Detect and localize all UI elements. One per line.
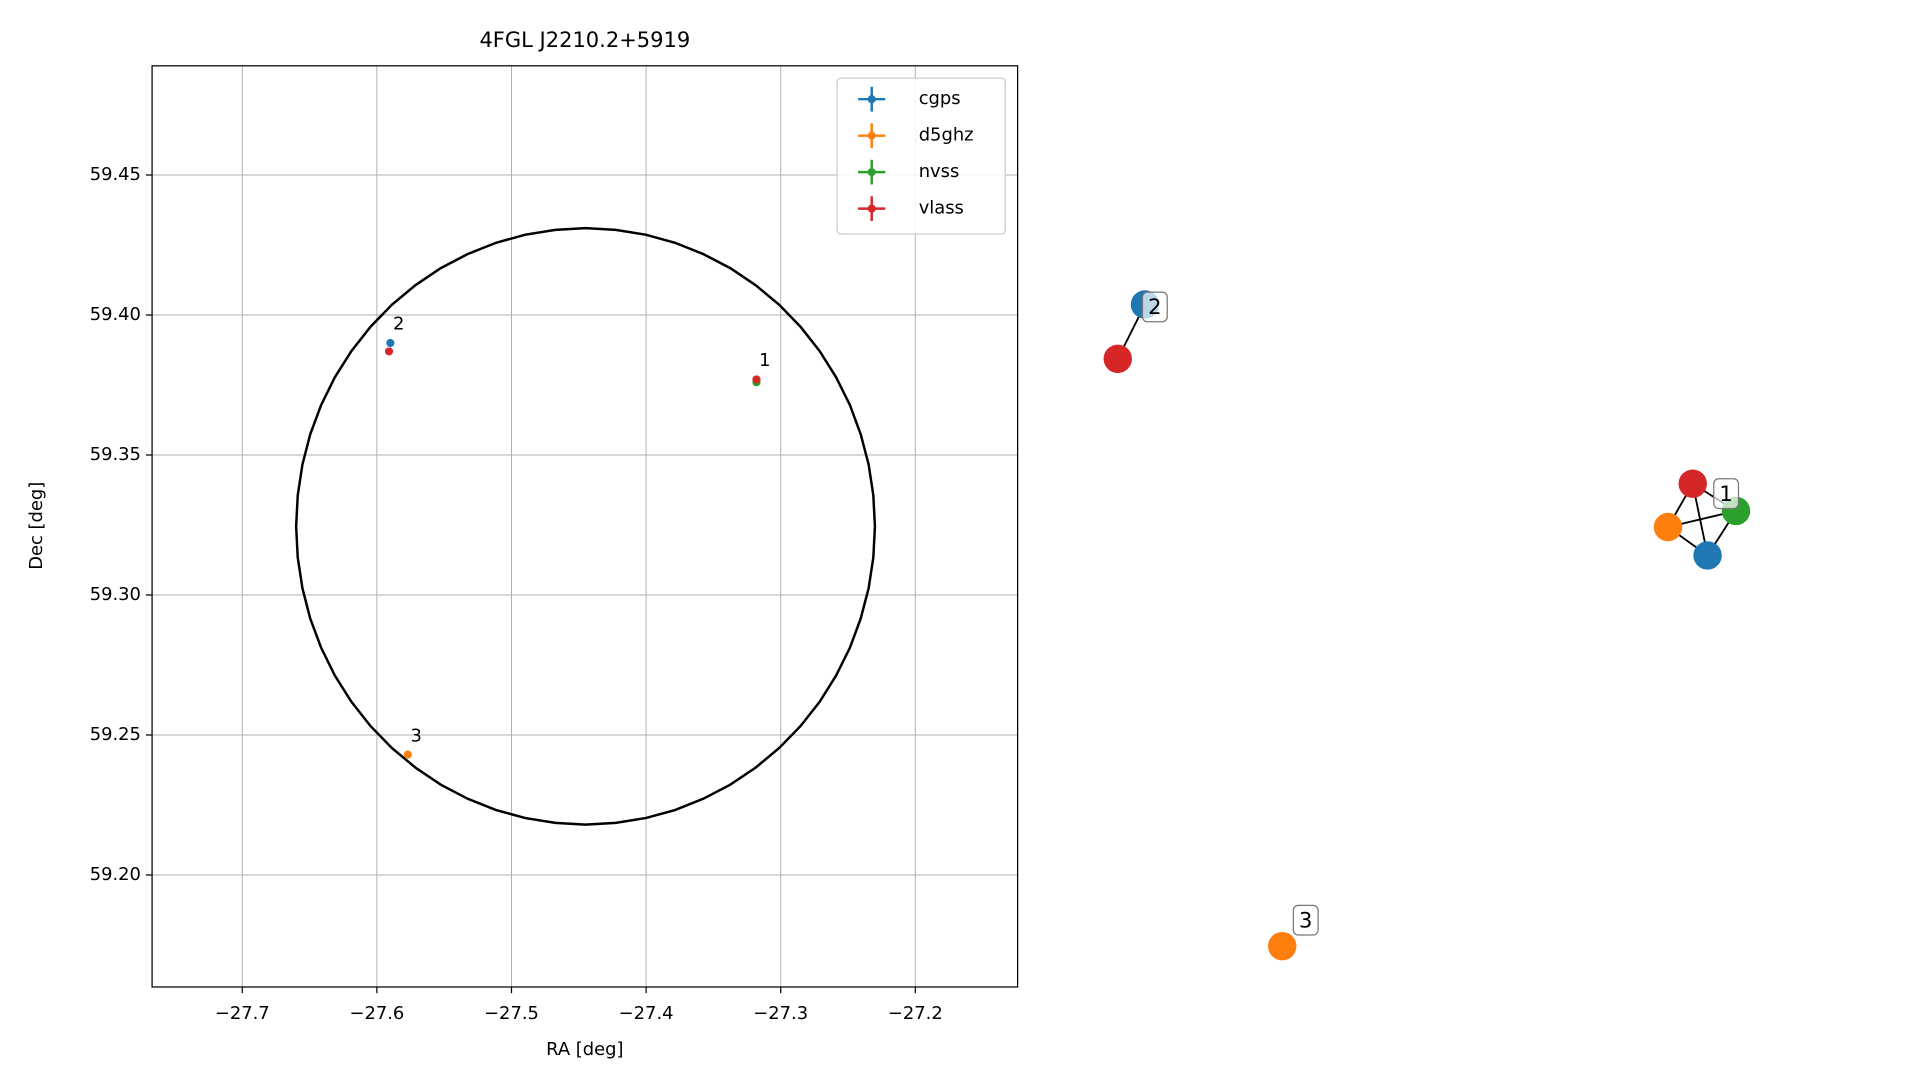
x-tick-label: −27.5 — [484, 1003, 539, 1024]
point — [384, 347, 394, 356]
legend-marker — [867, 95, 876, 104]
error-ellipse — [294, 226, 877, 826]
annotation: 2 — [393, 314, 404, 335]
annotation: 3 — [411, 725, 422, 746]
x-axis-label: RA [deg] — [546, 1039, 623, 1060]
node-label: 3 — [1299, 907, 1312, 932]
y-tick-label: 59.20 — [90, 864, 141, 885]
point — [386, 338, 395, 348]
y-tick-label: 59.30 — [90, 584, 141, 605]
node-label: 2 — [1148, 294, 1161, 319]
legend-label: vlass — [919, 198, 964, 219]
graph-node — [1267, 931, 1297, 961]
x-tick-label: −27.6 — [349, 1003, 404, 1024]
legend-marker — [867, 204, 876, 213]
legend-box — [836, 77, 1006, 235]
graph-node — [1653, 512, 1683, 542]
legend-label: nvss — [919, 161, 960, 182]
point — [403, 750, 412, 759]
plot-frame — [151, 65, 1019, 988]
node-label-box — [1713, 478, 1740, 510]
legend-label: d5ghz — [919, 125, 974, 146]
legend-label: cgps — [919, 88, 961, 109]
point — [752, 375, 761, 384]
x-tick-label: −27.7 — [215, 1003, 270, 1024]
chart-title: 4FGL J2210.2+5919 — [479, 27, 690, 52]
x-tick-label: −27.4 — [619, 1003, 674, 1024]
graph-node — [1103, 344, 1132, 374]
legend-marker — [867, 131, 876, 140]
node-label: 1 — [1719, 481, 1732, 506]
node-label-box — [1141, 291, 1168, 323]
graph-node — [1693, 541, 1722, 570]
y-axis-label: Dec [deg] — [26, 482, 47, 570]
y-tick-label: 59.25 — [90, 724, 141, 745]
x-tick-label: −27.3 — [753, 1003, 808, 1024]
y-tick-label: 59.40 — [90, 304, 141, 325]
y-tick-label: 59.45 — [90, 164, 141, 185]
x-tick-label: −27.2 — [888, 1003, 943, 1024]
graph-node — [1678, 469, 1707, 498]
legend-marker — [867, 168, 876, 177]
annotation: 1 — [759, 350, 770, 371]
node-label-box — [1292, 904, 1319, 936]
y-tick-label: 59.35 — [90, 444, 141, 465]
